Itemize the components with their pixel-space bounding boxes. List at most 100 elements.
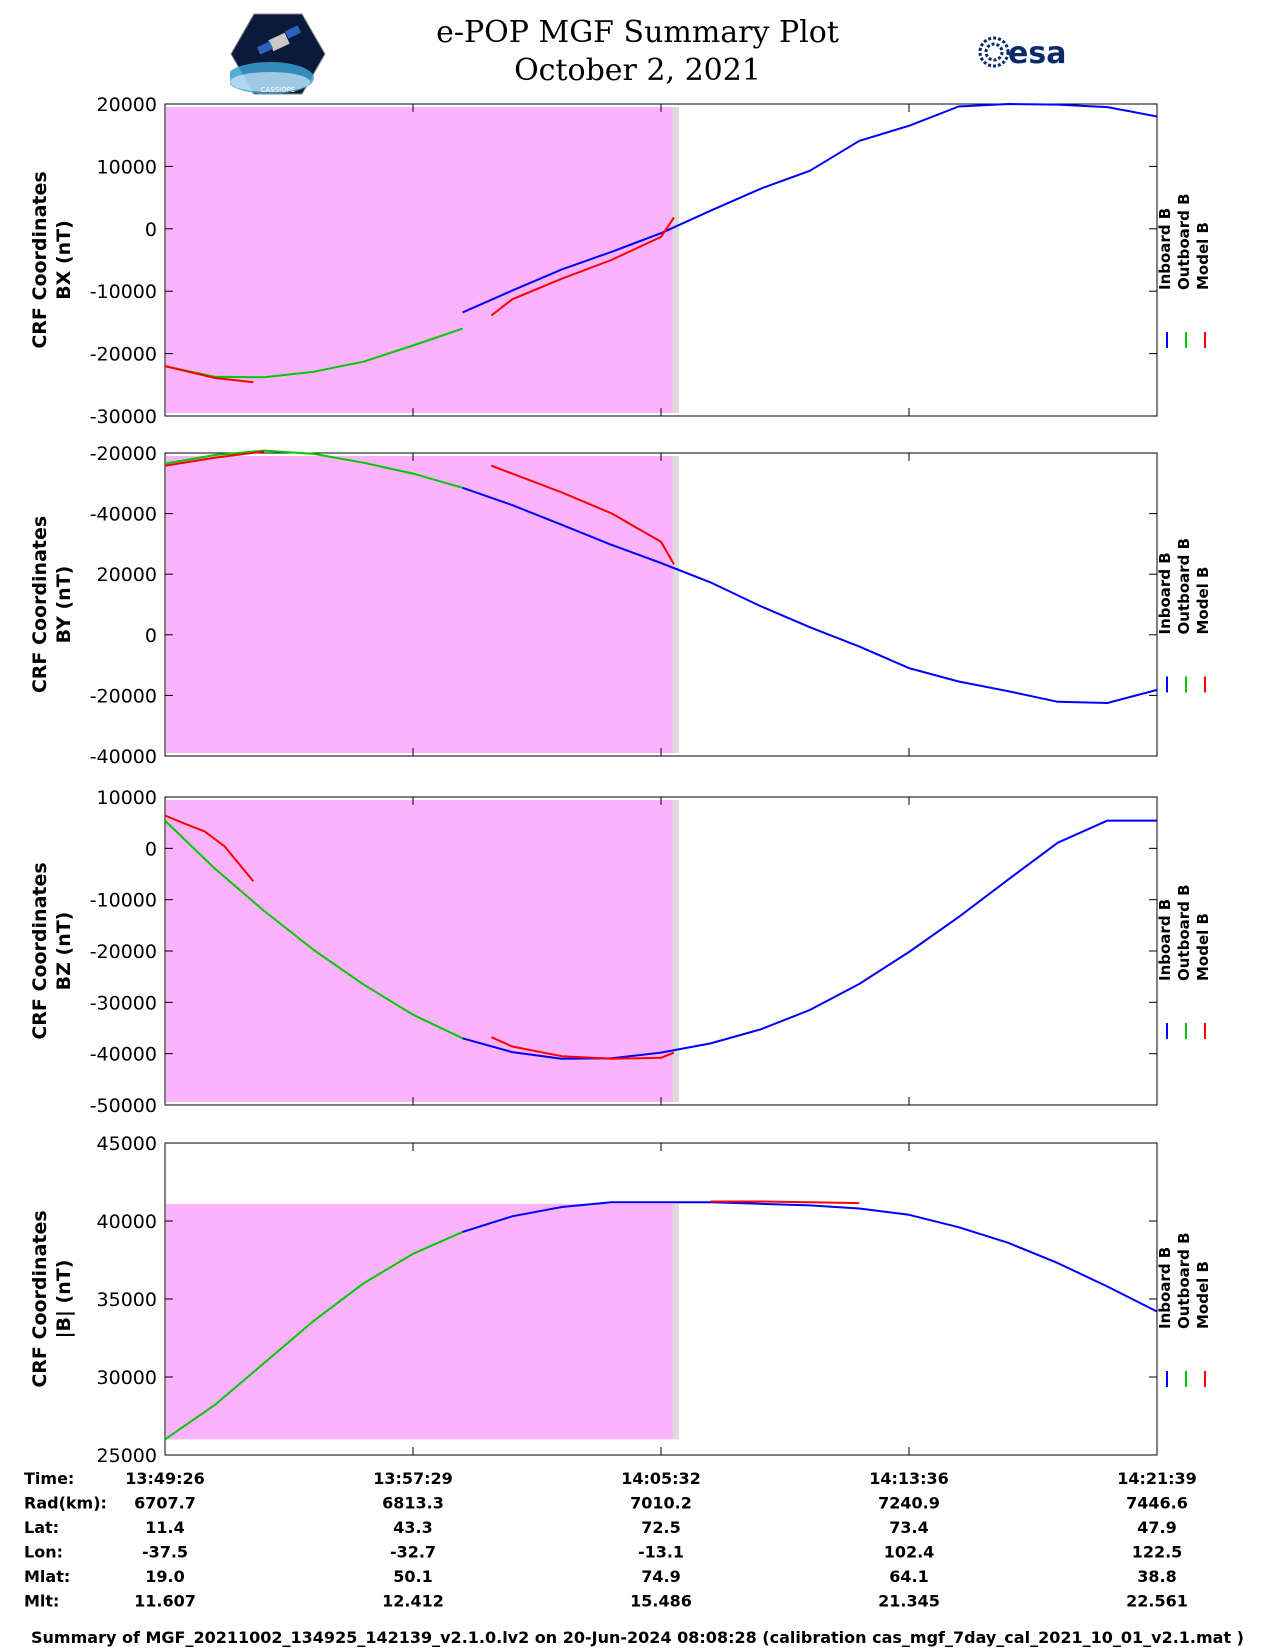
info-cell: 7240.9 bbox=[878, 1494, 940, 1513]
info-cell: 38.8 bbox=[1137, 1567, 1176, 1586]
y-axis-label-line1: CRF Coordinates bbox=[29, 516, 51, 693]
series-line-outboard bbox=[164, 327, 463, 379]
info-cell: 122.5 bbox=[1132, 1543, 1183, 1562]
info-cell: 7010.2 bbox=[630, 1494, 692, 1513]
info-row-label: Mlt: bbox=[24, 1592, 59, 1611]
legend-label: Model B bbox=[1194, 913, 1212, 981]
info-row-label: Time: bbox=[24, 1469, 74, 1488]
panel-4: 25000 30000 35000 40000 45000 CRF Coordinates… bbox=[29, 1133, 1212, 1467]
legend-label: Inboard B bbox=[1156, 899, 1174, 981]
y-tick-label: -30000 bbox=[90, 992, 157, 1014]
y-tick-label: 35000 bbox=[97, 1289, 157, 1311]
legend-label: Inboard B bbox=[1156, 1247, 1174, 1329]
y-axis-label-line2: BX (nT) bbox=[53, 220, 75, 300]
footer-caption: Summary of MGF_20211002_134925_142139_v2… bbox=[31, 1628, 1244, 1647]
legend-label: Inboard B bbox=[1156, 208, 1174, 290]
shaded-region bbox=[166, 107, 673, 413]
legend-label: Outboard B bbox=[1175, 884, 1193, 981]
shaded-region bbox=[166, 1203, 673, 1440]
y-tick-label: -10000 bbox=[90, 890, 157, 912]
info-cell: -32.7 bbox=[390, 1543, 436, 1562]
info-cell: 102.4 bbox=[884, 1543, 935, 1562]
mission-logo-text: CASSIOPE bbox=[261, 86, 296, 94]
y-tick-label: 0 bbox=[145, 625, 157, 647]
panel-2: -40000 -20000 0 20000 -40000 -20000 CRF Coordi… bbox=[29, 443, 1212, 768]
info-cell: 21.345 bbox=[878, 1592, 940, 1611]
y-tick-label: -10000 bbox=[90, 281, 157, 303]
info-cell: 13:49:26 bbox=[125, 1469, 205, 1488]
y-axis-label-line2: |B| (nT) bbox=[53, 1260, 75, 1339]
series-line-outboard bbox=[164, 819, 464, 1040]
info-cell: 72.5 bbox=[641, 1518, 680, 1537]
y-axis-label-line2: BZ (nT) bbox=[53, 912, 75, 991]
plot-title: e-POP MGF Summary Plot October 2, 2021 bbox=[0, 14, 1275, 90]
info-cell: 73.4 bbox=[889, 1518, 928, 1537]
info-cell: 7446.6 bbox=[1126, 1494, 1188, 1513]
info-row-label: Lat: bbox=[24, 1518, 59, 1537]
series-line-model bbox=[490, 217, 675, 317]
info-cell: 43.3 bbox=[393, 1518, 432, 1537]
y-tick-label: 0 bbox=[145, 219, 157, 241]
info-cell: -37.5 bbox=[142, 1543, 188, 1562]
y-tick-label: 10000 bbox=[97, 156, 157, 178]
info-cell: 14:13:36 bbox=[869, 1469, 949, 1488]
info-cell: 6813.3 bbox=[382, 1494, 444, 1513]
title-line1: e-POP MGF Summary Plot bbox=[436, 15, 839, 50]
y-tick-label: 20000 bbox=[97, 94, 157, 116]
info-cell: 14:05:32 bbox=[621, 1469, 701, 1488]
y-tick-label: -50000 bbox=[90, 1095, 157, 1117]
info-cell: 19.0 bbox=[145, 1567, 184, 1586]
series-line-outboard bbox=[164, 1230, 464, 1441]
info-cell: 6707.7 bbox=[134, 1494, 196, 1513]
info-cell: 15.486 bbox=[630, 1592, 692, 1611]
series-line-model bbox=[710, 1200, 860, 1205]
shaded-region-edge bbox=[672, 107, 679, 413]
shaded-region-edge bbox=[672, 1203, 679, 1440]
y-tick-label: 30000 bbox=[97, 1367, 157, 1389]
legend-label: Outboard B bbox=[1175, 1232, 1193, 1329]
info-cell: 11.607 bbox=[134, 1592, 196, 1611]
y-axis-label: CRF Coordinates BX (nT) bbox=[29, 171, 75, 348]
legend-label: Inboard B bbox=[1156, 552, 1174, 634]
legend-label: Model B bbox=[1194, 1261, 1212, 1329]
y-tick-label: 10000 bbox=[97, 787, 157, 809]
info-cell: -13.1 bbox=[638, 1543, 684, 1562]
series-line-inboard bbox=[462, 1201, 1158, 1313]
shaded-region bbox=[166, 800, 673, 1102]
y-tick-label: 0 bbox=[145, 838, 157, 860]
info-cell: 12.412 bbox=[382, 1592, 444, 1611]
y-axis-label-line1: CRF Coordinates bbox=[29, 862, 51, 1039]
series-line-inboard bbox=[462, 486, 1158, 704]
y-tick-label: 40000 bbox=[97, 1211, 157, 1233]
y-tick-label: -20000 bbox=[90, 685, 157, 707]
legend-label: Outboard B bbox=[1175, 193, 1193, 290]
y-axis-label-line2: BY (nT) bbox=[53, 566, 75, 644]
y-tick-label: -40000 bbox=[90, 1044, 157, 1066]
series-line-model bbox=[164, 450, 265, 467]
y-tick-label: 25000 bbox=[97, 1445, 157, 1467]
series-line-model bbox=[164, 365, 254, 384]
y-tick-label: -40000 bbox=[90, 504, 157, 526]
series-line-inboard bbox=[462, 819, 1157, 1060]
shaded-region bbox=[166, 456, 673, 753]
esa-logo-text: esa bbox=[1008, 36, 1066, 71]
title-line2: October 2, 2021 bbox=[514, 53, 761, 88]
y-axis-label: CRF Coordinates |B| (nT) bbox=[29, 1210, 75, 1387]
info-cell: 13:57:29 bbox=[373, 1469, 453, 1488]
info-cell: 74.9 bbox=[641, 1567, 680, 1586]
y-tick-label: -30000 bbox=[90, 406, 157, 428]
y-tick-label: 45000 bbox=[97, 1133, 157, 1155]
panel-3: -50000 -40000 -30000 -20000 -10000 0 10000 CRF … bbox=[29, 787, 1212, 1117]
y-axis-label-line1: CRF Coordinates bbox=[29, 1210, 51, 1387]
y-tick-label: -20000 bbox=[90, 344, 157, 366]
y-axis-label: CRF Coordinates BZ (nT) bbox=[29, 862, 75, 1039]
y-tick-label: 20000 bbox=[97, 564, 157, 586]
series-line-model bbox=[490, 1036, 675, 1060]
y-axis-label-line1: CRF Coordinates bbox=[29, 171, 51, 348]
shaded-region-edge bbox=[672, 456, 679, 753]
series-line-inboard bbox=[462, 103, 1158, 314]
series-line-model bbox=[491, 464, 675, 565]
y-axis-label: CRF Coordinates BY (nT) bbox=[29, 516, 75, 693]
y-tick-label: -20000 bbox=[90, 941, 157, 963]
